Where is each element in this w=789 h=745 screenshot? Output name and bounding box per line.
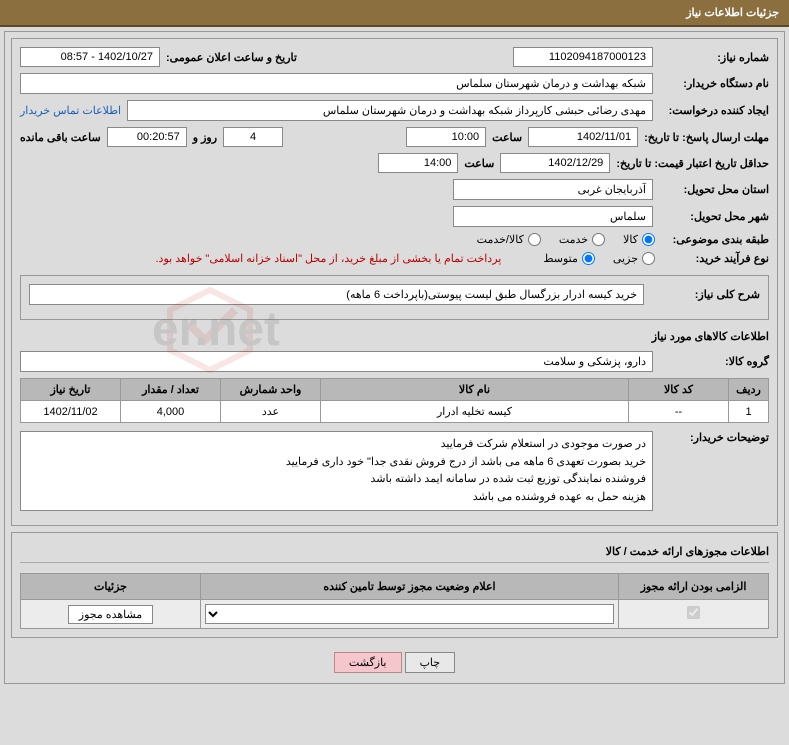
- radio-medium[interactable]: [582, 252, 595, 265]
- th-code: کد کالا: [629, 379, 729, 401]
- contact-link[interactable]: اطلاعات تماس خریدار: [20, 104, 121, 117]
- goods-info-title: اطلاعات کالاهای مورد نیاز: [20, 326, 769, 347]
- cell-unit: عدد: [221, 401, 321, 423]
- th-unit: واحد شمارش: [221, 379, 321, 401]
- city-value: سلماس: [453, 206, 653, 227]
- requester-value: مهدی رضائی حبشی کارپرداز شبکه بهداشت و د…: [127, 100, 653, 121]
- buyer-notes-box: در صورت موجودی در استعلام شرکت فرمایید خ…: [20, 431, 653, 511]
- th-row: ردیف: [729, 379, 769, 401]
- validity-label: حداقل تاریخ اعتبار قیمت: تا تاریخ:: [616, 157, 769, 170]
- time-label-1: ساعت: [492, 131, 522, 144]
- announce-label: تاریخ و ساعت اعلان عمومی:: [166, 51, 297, 64]
- group-label: گروه کالا:: [659, 355, 769, 368]
- summary-value: خرید کیسه ادرار بزرگسال طبق لیست پیوستی(…: [29, 284, 644, 305]
- th-date: تاریخ نیاز: [21, 379, 121, 401]
- permits-title: اطلاعات مجوزهای ارائه خدمت / کالا: [20, 541, 769, 563]
- th-status: اعلام وضعیت مجوز توسط تامین کننده: [201, 574, 619, 600]
- summary-box: شرح کلی نیاز: خرید کیسه ادرار بزرگسال طب…: [20, 275, 769, 320]
- view-permit-button[interactable]: مشاهده مجوز: [68, 605, 153, 624]
- days-count: 4: [223, 127, 283, 147]
- requester-label: ایجاد کننده درخواست:: [659, 104, 769, 117]
- cell-date: 1402/11/02: [21, 401, 121, 423]
- radio-service-label: خدمت: [559, 233, 588, 246]
- note-line-2: خرید بصورت تعهدی 6 ماهه می باشد از درج ف…: [27, 454, 646, 472]
- city-label: شهر محل تحویل:: [659, 210, 769, 223]
- page-title: جزئیات اطلاعات نیاز: [686, 7, 779, 19]
- cell-row: 1: [729, 401, 769, 423]
- status-select[interactable]: [205, 604, 614, 624]
- radio-service[interactable]: [592, 233, 605, 246]
- process-label: نوع فرآیند خرید:: [659, 252, 769, 265]
- th-details: جزئیات: [21, 574, 201, 600]
- th-mandatory: الزامی بودن ارائه مجوز: [619, 574, 769, 600]
- permits-section: اطلاعات مجوزهای ارائه خدمت / کالا الزامی…: [11, 532, 778, 638]
- group-value: دارو، پزشکی و سلامت: [20, 351, 653, 372]
- cell-status: [201, 600, 619, 629]
- note-line-1: در صورت موجودی در استعلام شرکت فرمایید: [27, 436, 646, 454]
- summary-label: شرح کلی نیاز:: [650, 288, 760, 301]
- th-qty: تعداد / مقدار: [121, 379, 221, 401]
- table-row: 1 -- کیسه تخلیه ادرار عدد 4,000 1402/11/…: [21, 401, 769, 423]
- buyer-label: نام دستگاه خریدار:: [659, 77, 769, 90]
- page-header: جزئیات اطلاعات نیاز: [0, 0, 789, 27]
- deadline-date: 1402/11/01: [528, 127, 638, 147]
- print-button[interactable]: چاپ: [405, 652, 456, 673]
- cell-qty: 4,000: [121, 401, 221, 423]
- radio-small-label: جزیی: [613, 252, 638, 265]
- th-name: نام کالا: [321, 379, 629, 401]
- radio-goods-label: کالا: [623, 233, 638, 246]
- province-label: استان محل تحویل:: [659, 183, 769, 196]
- radio-goods[interactable]: [642, 233, 655, 246]
- cell-mandatory: [619, 600, 769, 629]
- details-section: شماره نیاز: 1102094187000123 تاریخ و ساع…: [11, 38, 778, 526]
- deadline-time: 10:00: [406, 127, 486, 147]
- days-and-label: روز و: [193, 131, 217, 144]
- permit-row: مشاهده مجوز: [21, 600, 769, 629]
- announce-value: 1402/10/27 - 08:57: [20, 47, 160, 67]
- validity-date: 1402/12/29: [500, 153, 610, 173]
- footer-buttons: چاپ بازگشت: [11, 644, 778, 677]
- radio-small[interactable]: [642, 252, 655, 265]
- cell-details: مشاهده مجوز: [21, 600, 201, 629]
- countdown: 00:20:57: [107, 127, 187, 147]
- note-line-4: هزینه حمل به عهده فروشنده می باشد: [27, 489, 646, 507]
- back-button[interactable]: بازگشت: [334, 652, 402, 673]
- validity-time: 14:00: [378, 153, 458, 173]
- radio-both[interactable]: [528, 233, 541, 246]
- deadline-label: مهلت ارسال پاسخ: تا تاریخ:: [644, 131, 769, 144]
- main-frame: شماره نیاز: 1102094187000123 تاریخ و ساع…: [4, 31, 785, 684]
- cell-name: کیسه تخلیه ادرار: [321, 401, 629, 423]
- radio-both-label: کالا/خدمت: [477, 233, 524, 246]
- radio-medium-label: متوسط: [543, 252, 578, 265]
- category-label: طبقه بندی موضوعی:: [659, 233, 769, 246]
- permits-table: الزامی بودن ارائه مجوز اعلام وضعیت مجوز …: [20, 573, 769, 629]
- cell-code: --: [629, 401, 729, 423]
- payment-note: پرداخت تمام یا بخشی از مبلغ خرید، از محل…: [156, 252, 502, 265]
- need-number-value: 1102094187000123: [513, 47, 653, 67]
- need-number-label: شماره نیاز:: [659, 51, 769, 64]
- time-label-2: ساعت: [464, 157, 494, 170]
- note-line-3: فروشنده نمایندگی توزیع ثبت شده در سامانه…: [27, 471, 646, 489]
- province-value: آذربایجان غربی: [453, 179, 653, 200]
- remaining-label: ساعت باقی مانده: [20, 131, 101, 144]
- buyer-notes-label: توضیحات خریدار:: [659, 431, 769, 444]
- buyer-value: شبکه بهداشت و درمان شهرستان سلماس: [20, 73, 653, 94]
- items-table: ردیف کد کالا نام کالا واحد شمارش تعداد /…: [20, 378, 769, 423]
- mandatory-checkbox: [687, 606, 700, 619]
